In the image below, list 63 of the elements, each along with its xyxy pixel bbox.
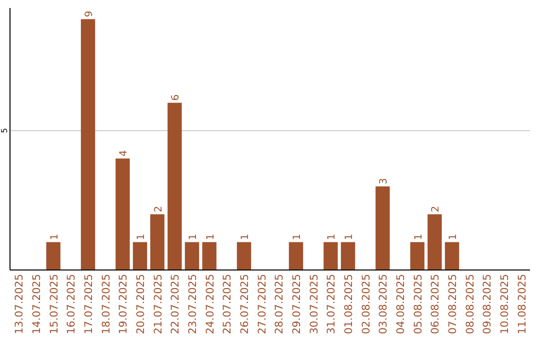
x-tick-label: 18.07.2025 xyxy=(100,274,112,334)
x-tick-label: 21.07.2025 xyxy=(152,274,164,334)
bar xyxy=(150,214,164,270)
bar xyxy=(410,242,424,270)
data-label: 2 xyxy=(153,206,164,212)
bar xyxy=(236,242,252,270)
bar xyxy=(376,186,390,270)
x-tick-label: 19.07.2025 xyxy=(118,274,130,334)
bar xyxy=(80,19,96,270)
x-tick-label: 07.08.2025 xyxy=(447,274,459,334)
data-label: 9 xyxy=(84,10,95,18)
x-tick-label: 23.07.2025 xyxy=(187,274,199,334)
bar xyxy=(444,242,460,270)
x-tick-label: 01.08.2025 xyxy=(343,274,355,334)
x-tick-label: 25.07.2025 xyxy=(222,274,234,334)
x-tick-label: 03.08.2025 xyxy=(378,274,390,334)
x-tick-label: 10.08.2025 xyxy=(499,274,511,334)
data-label: 3 xyxy=(378,178,390,184)
x-tick-label: 08.08.2025 xyxy=(464,274,476,334)
bar xyxy=(428,214,442,270)
x-tick-label: 11.08.2025 xyxy=(516,274,528,334)
data-label: 1 xyxy=(136,234,147,240)
bar xyxy=(202,242,216,270)
data-label: 1 xyxy=(292,234,303,240)
bar xyxy=(46,242,60,270)
data-label: 6 xyxy=(170,94,182,101)
x-tick-label: 13.07.2025 xyxy=(14,274,26,334)
data-label: 1 xyxy=(413,234,424,240)
x-tick-label: 04.08.2025 xyxy=(395,274,407,334)
y-tick-label: 5 xyxy=(0,128,9,134)
data-label: 1 xyxy=(49,234,60,240)
x-tick-label: 22.07.2025 xyxy=(170,274,182,334)
bar xyxy=(324,242,338,270)
data-label: 1 xyxy=(188,234,199,240)
bar xyxy=(168,102,182,270)
x-tick-label: 29.07.2025 xyxy=(291,274,303,334)
x-tick-label: 06.08.2025 xyxy=(430,274,442,334)
bar xyxy=(132,242,148,270)
x-tick-label: 09.08.2025 xyxy=(482,274,494,334)
bar xyxy=(288,242,304,270)
x-tick-label: 20.07.2025 xyxy=(135,274,147,334)
x-tick-label: 14.07.2025 xyxy=(31,274,43,334)
data-label: 1 xyxy=(240,234,251,240)
x-tick-label: 17.07.2025 xyxy=(83,274,95,334)
x-tick-label: 16.07.2025 xyxy=(66,274,78,334)
x-tick-label: 28.07.2025 xyxy=(274,274,286,334)
x-tick-label: 15.07.2025 xyxy=(48,274,60,334)
x-tick-label: 27.07.2025 xyxy=(256,274,268,334)
x-tick-label: 26.07.2025 xyxy=(239,274,251,334)
data-label: 2 xyxy=(430,206,442,212)
data-label: 1 xyxy=(344,234,355,240)
x-tick-label: 05.08.2025 xyxy=(412,274,424,334)
data-label: 1 xyxy=(326,234,338,240)
data-label: 1 xyxy=(205,234,216,240)
bar xyxy=(340,242,356,270)
x-tick-label: 24.07.2025 xyxy=(204,274,216,334)
bar xyxy=(116,158,130,270)
x-tick-label: 02.08.2025 xyxy=(360,274,372,334)
bar xyxy=(184,242,200,270)
data-label: 4 xyxy=(118,150,130,157)
x-tick-label: 31.07.2025 xyxy=(326,274,338,334)
x-tick-label: 30.07.2025 xyxy=(308,274,320,334)
data-label: 1 xyxy=(448,234,459,240)
